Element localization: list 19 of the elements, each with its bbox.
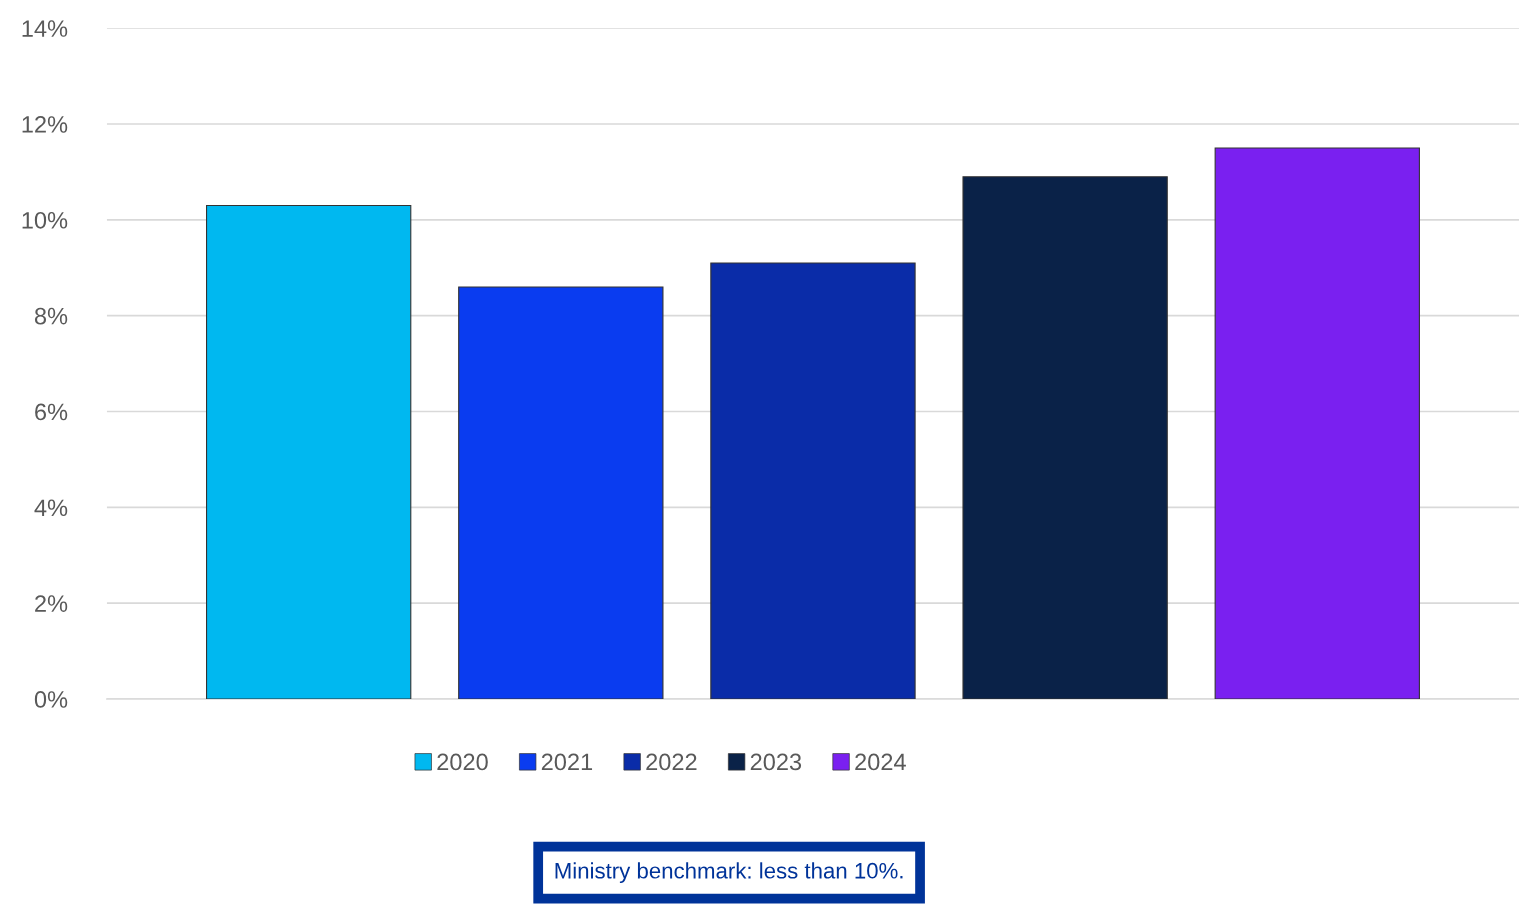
legend-label: 2021 (541, 753, 593, 771)
legend-label: 2022 (646, 753, 697, 771)
legend-label: 2023 (750, 753, 802, 771)
bar (205, 204, 412, 700)
bar (1214, 147, 1420, 700)
bar (458, 286, 664, 700)
y-tick-label: 8% (34, 307, 68, 325)
y-tick-label: 14% (22, 20, 68, 37)
bar (962, 176, 1168, 700)
bar (710, 262, 916, 700)
y-tick-label: 6% (35, 403, 68, 421)
y-tick-label: 2% (35, 595, 68, 612)
y-tick-label: 0% (34, 691, 68, 708)
legend-label: 2024 (855, 753, 906, 771)
text: Ministry benchmark: less than 10%. (555, 862, 903, 883)
y-tick-label: 12% (22, 116, 68, 133)
legend-label: 2020 (437, 753, 488, 771)
y-tick-label: 10% (22, 211, 68, 229)
y-tick-label: 4% (34, 499, 68, 517)
